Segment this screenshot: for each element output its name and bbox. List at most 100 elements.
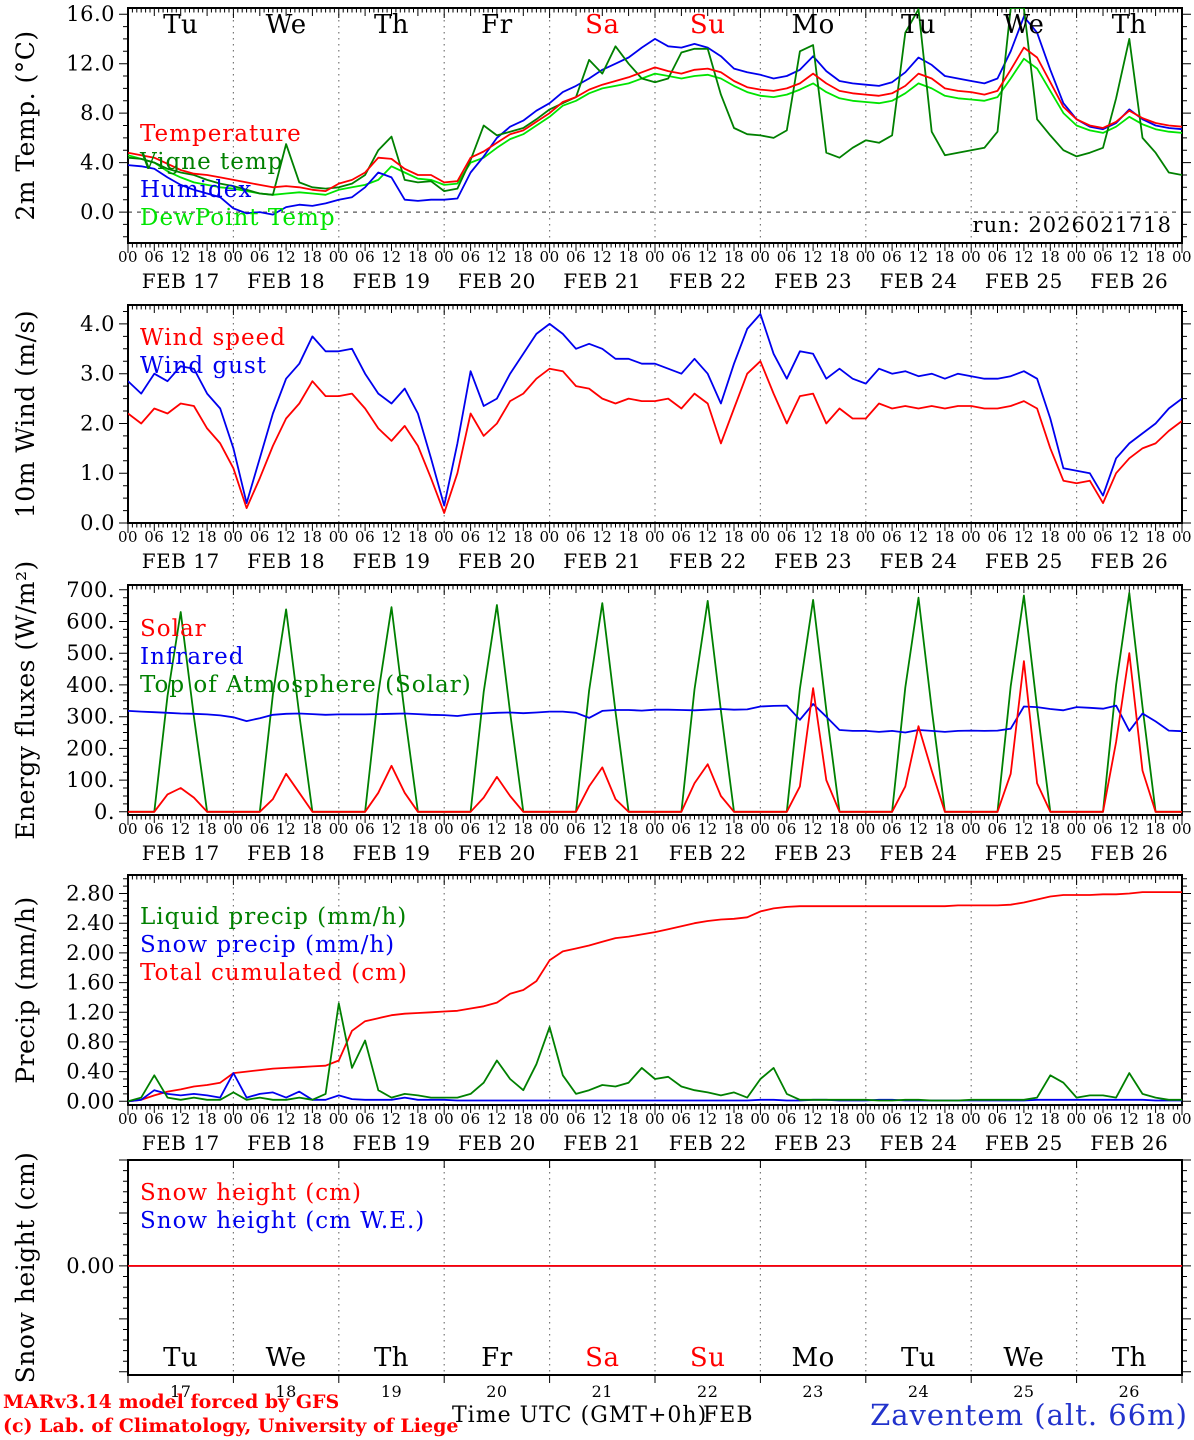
hour-tick-label: 18 xyxy=(408,1110,428,1128)
legend-item-solar: Solar xyxy=(140,616,207,642)
day-name-label: Su xyxy=(690,10,726,40)
hour-tick-label: 18 xyxy=(408,820,428,838)
legend-item-snow-height-we: Snow height (cm W.E.) xyxy=(140,1208,426,1234)
hour-tick-label: 00 xyxy=(856,248,876,266)
hour-tick-label: 06 xyxy=(882,820,902,838)
hour-tick-label: 12 xyxy=(171,1110,191,1128)
series-dewpoint-temp xyxy=(128,57,1182,196)
hour-tick-label: 06 xyxy=(671,248,691,266)
y-tick-label: 4.0 xyxy=(80,151,115,175)
hour-tick-label: 18 xyxy=(619,248,639,266)
hour-tick-label: 18 xyxy=(1040,248,1060,266)
day-name-label: We xyxy=(266,1343,307,1373)
panel-snow: 0.00 Snow height (cm) Tu We Th Fr Sa Su Mo Tu We Th… xyxy=(11,1152,1191,1401)
hour-tick-label: 06 xyxy=(882,248,902,266)
hour-tick-label: 18 xyxy=(302,528,322,546)
hour-tick-label: 12 xyxy=(803,820,823,838)
hour-tick-label: 00 xyxy=(1067,820,1087,838)
hour-tick-label: 06 xyxy=(250,248,270,266)
day-name-label: Fr xyxy=(481,10,513,40)
panel-energy: 0. 100. 200. 300. 400. 500. 600. 700. Energy flu… xyxy=(11,560,1192,865)
legend-item-snow-precip: Snow precip (mm/h) xyxy=(140,932,396,958)
legend-item-infrared: Infrared xyxy=(140,644,245,670)
hour-tick-label: 18 xyxy=(513,1110,533,1128)
hour-tick-label: 18 xyxy=(829,528,849,546)
day-name-label: Su xyxy=(690,1343,726,1373)
run-label: run: 2026021718 xyxy=(972,213,1172,237)
date-label: FEB 21 xyxy=(563,1131,641,1155)
hour-tick-label: 12 xyxy=(1014,528,1034,546)
hour-tick-label: 18 xyxy=(724,1110,744,1128)
day-number-label: 18 xyxy=(275,1382,296,1401)
hour-tick-label: 12 xyxy=(276,528,296,546)
date-label: FEB 17 xyxy=(142,269,220,293)
hour-tick-label: 18 xyxy=(935,248,955,266)
date-label: FEB 25 xyxy=(985,269,1063,293)
hour-tick-label: 18 xyxy=(197,528,217,546)
hour-tick-label: 12 xyxy=(592,248,612,266)
day-name-label: Fr xyxy=(481,1343,513,1373)
hour-tick-label: 18 xyxy=(408,528,428,546)
hour-tick-label: 12 xyxy=(698,1110,718,1128)
hour-tick-label: 00 xyxy=(223,1110,243,1128)
day-name-label: Th xyxy=(1112,1343,1147,1373)
hour-tick-label: 00 xyxy=(1067,1110,1087,1128)
hour-tick-label: 18 xyxy=(513,248,533,266)
day-name-label: Th xyxy=(1112,10,1147,40)
date-label: FEB 19 xyxy=(353,841,431,865)
hour-tick-label: 12 xyxy=(487,248,507,266)
hour-tick-label: 12 xyxy=(276,248,296,266)
hour-tick-label: 00 xyxy=(329,1110,349,1128)
hour-tick-label: 18 xyxy=(513,528,533,546)
hour-tick-label: 12 xyxy=(1014,248,1034,266)
hour-tick-label: 18 xyxy=(1040,528,1060,546)
hour-tick-label: 12 xyxy=(381,1110,401,1128)
date-label: FEB 22 xyxy=(669,269,747,293)
y-tick-label: 3.0 xyxy=(80,362,115,386)
date-label: FEB 20 xyxy=(458,841,536,865)
date-label: FEB 21 xyxy=(563,269,641,293)
hour-tick-label: 12 xyxy=(381,528,401,546)
hour-tick-label: 00 xyxy=(961,1110,981,1128)
hour-tick-label: 18 xyxy=(302,248,322,266)
hour-tick-label: 06 xyxy=(144,1110,164,1128)
hour-tick-label: 00 xyxy=(750,1110,770,1128)
hour-tick-label: 00 xyxy=(645,248,665,266)
legend-item-liquid-precip: Liquid precip (mm/h) xyxy=(140,904,408,930)
day-number-label: 24 xyxy=(908,1382,929,1401)
date-label: FEB 18 xyxy=(247,841,325,865)
hour-tick-label: 00 xyxy=(856,1110,876,1128)
hour-tick-label: 00 xyxy=(329,248,349,266)
hour-tick-label: 00 xyxy=(645,1110,665,1128)
day-name-label: Sa xyxy=(585,10,619,40)
y-tick-label: 100. xyxy=(66,768,115,792)
hour-tick-label: 18 xyxy=(302,1110,322,1128)
x-axis-title: Time UTC (GMT+0h) xyxy=(452,1403,708,1428)
hour-tick-label: 00 xyxy=(434,1110,454,1128)
date-label: FEB 18 xyxy=(247,549,325,573)
month-label: FEB xyxy=(703,1403,754,1428)
date-label: FEB 18 xyxy=(247,1131,325,1155)
y-tick-label: 0. xyxy=(94,800,115,824)
hour-tick-label: 06 xyxy=(882,1110,902,1128)
y-tick-label: 500. xyxy=(66,641,115,665)
date-label: FEB 25 xyxy=(985,549,1063,573)
y-tick-label: 0.00 xyxy=(66,1089,115,1113)
y-tick-label: 600. xyxy=(66,609,115,633)
hour-tick-label: 06 xyxy=(461,528,481,546)
hour-tick-label: 00 xyxy=(856,528,876,546)
hour-tick-label: 06 xyxy=(671,820,691,838)
y-tick-label: 8.0 xyxy=(80,101,115,125)
legend-item-snow-height: Snow height (cm) xyxy=(140,1180,362,1206)
hour-tick-label: 12 xyxy=(171,248,191,266)
date-label: FEB 26 xyxy=(1090,841,1168,865)
hour-tick-label: 00 xyxy=(856,820,876,838)
hour-tick-label: 18 xyxy=(1146,820,1166,838)
hour-tick-label: 06 xyxy=(355,248,375,266)
day-name-label: Th xyxy=(374,1343,409,1373)
hour-tick-label: 12 xyxy=(908,1110,928,1128)
hour-tick-label: 12 xyxy=(276,1110,296,1128)
hour-tick-label: 00 xyxy=(540,820,560,838)
